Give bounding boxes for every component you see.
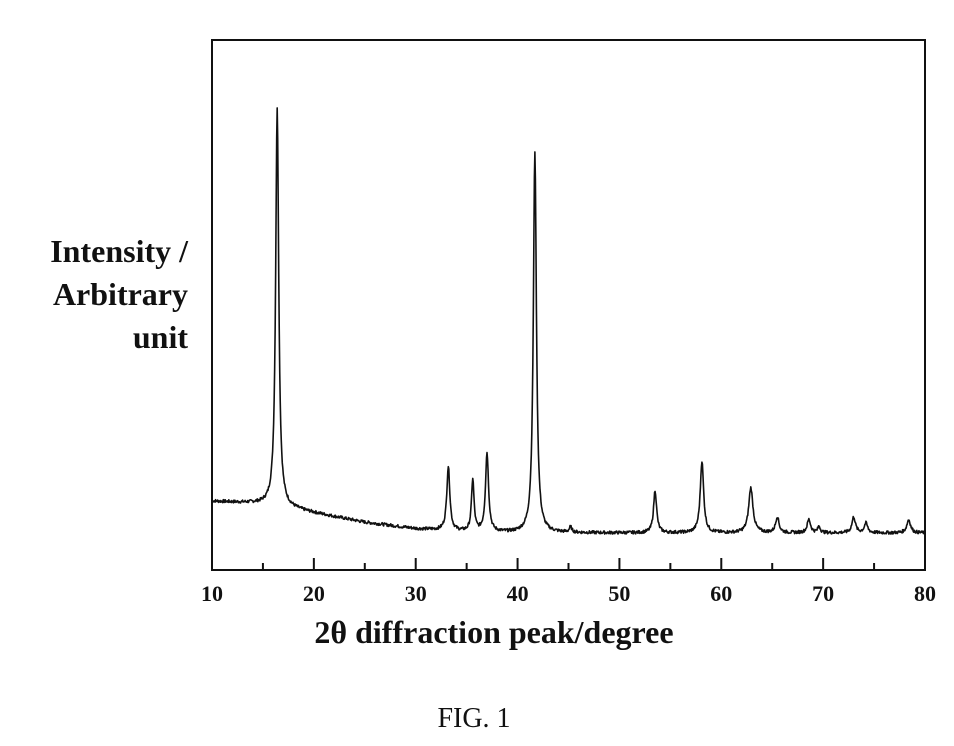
x-axis-ticks: 10 20 30 40 50 60 70 80 bbox=[201, 558, 936, 606]
x-tick-label: 40 bbox=[507, 581, 529, 606]
x-tick-label: 60 bbox=[710, 581, 732, 606]
x-tick-label: 70 bbox=[812, 581, 834, 606]
y-axis-label-line-3: unit bbox=[133, 319, 188, 355]
figure-caption: FIG. 1 bbox=[437, 703, 510, 734]
x-axis-label: 2θ diffraction peak/degree bbox=[314, 614, 673, 650]
x-tick-label: 30 bbox=[405, 581, 427, 606]
x-tick-label: 50 bbox=[608, 581, 630, 606]
x-tick-label: 10 bbox=[201, 581, 223, 606]
y-axis-label-line-2: Arbitrary bbox=[53, 276, 188, 312]
plot-frame bbox=[211, 39, 926, 571]
xrd-pattern-line bbox=[211, 107, 926, 535]
x-tick-label: 20 bbox=[303, 581, 325, 606]
y-axis-label-line-1: Intensity / bbox=[50, 233, 189, 269]
x-tick-label: 80 bbox=[914, 581, 936, 606]
